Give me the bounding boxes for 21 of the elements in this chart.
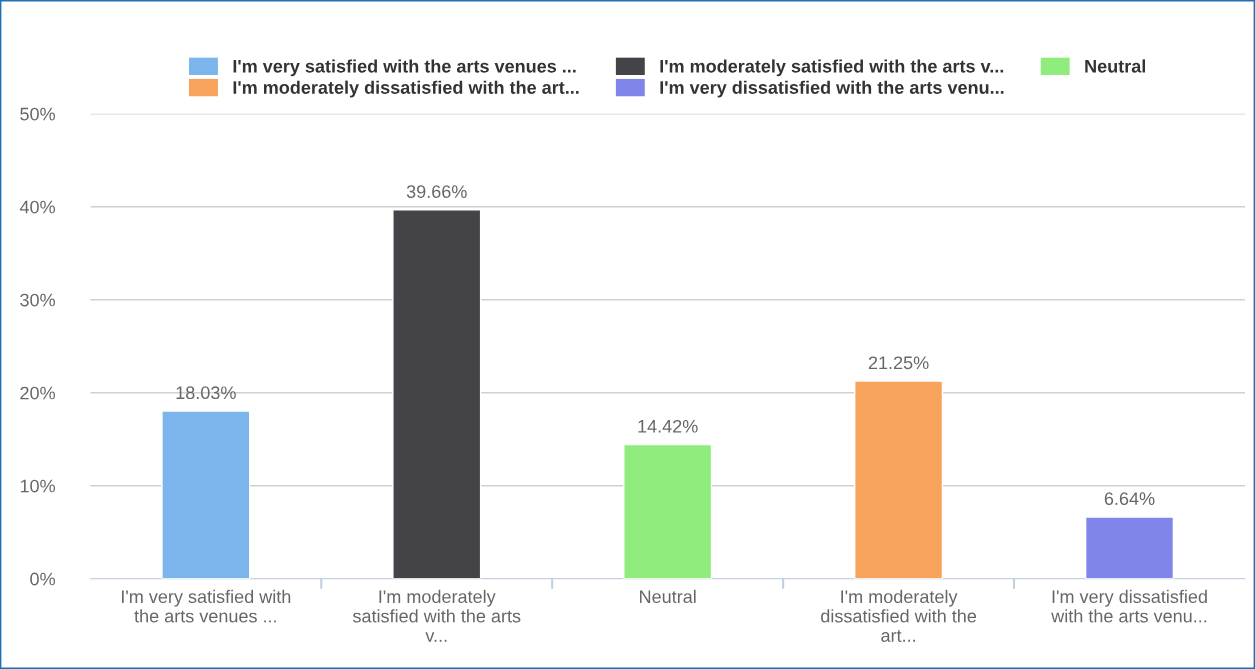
data-label: 39.66% bbox=[406, 185, 467, 198]
y-tick-label: 20% bbox=[20, 386, 55, 400]
data-label: 14.42% bbox=[638, 419, 698, 433]
x-tick-label: I'm moderately dissatisfied with the art... bbox=[821, 589, 977, 642]
legend-label: I'm very dissatisfied with the arts venu... bbox=[660, 80, 1004, 98]
x-tick-label: I'm very satisfied with the arts venues ... bbox=[121, 589, 291, 623]
data-label: 18.03% bbox=[176, 386, 236, 400]
y-tick-label: 10% bbox=[20, 479, 55, 493]
x-tick-label: I'm moderately satisfied with the arts v... bbox=[352, 589, 521, 642]
y-tick-label: 50% bbox=[20, 107, 55, 121]
legend-label: Neutral bbox=[1085, 59, 1146, 73]
y-tick-label: 30% bbox=[20, 293, 55, 307]
x-tick-label: Neutral bbox=[640, 589, 696, 604]
y-tick-label: 0% bbox=[30, 572, 55, 586]
legend-label: I'm very satisfied with the arts venues ... bbox=[233, 59, 576, 77]
data-label: 21.25% bbox=[868, 356, 929, 370]
legend-label: I'm moderately dissatisfied with the art... bbox=[233, 80, 579, 98]
legend-label: I'm moderately satisfied with the arts v... bbox=[660, 59, 1004, 77]
x-tick-label: I'm very dissatisfied with the arts venu... bbox=[1051, 589, 1207, 623]
data-label: 6.64% bbox=[1104, 492, 1155, 506]
y-tick-label: 40% bbox=[19, 200, 55, 214]
